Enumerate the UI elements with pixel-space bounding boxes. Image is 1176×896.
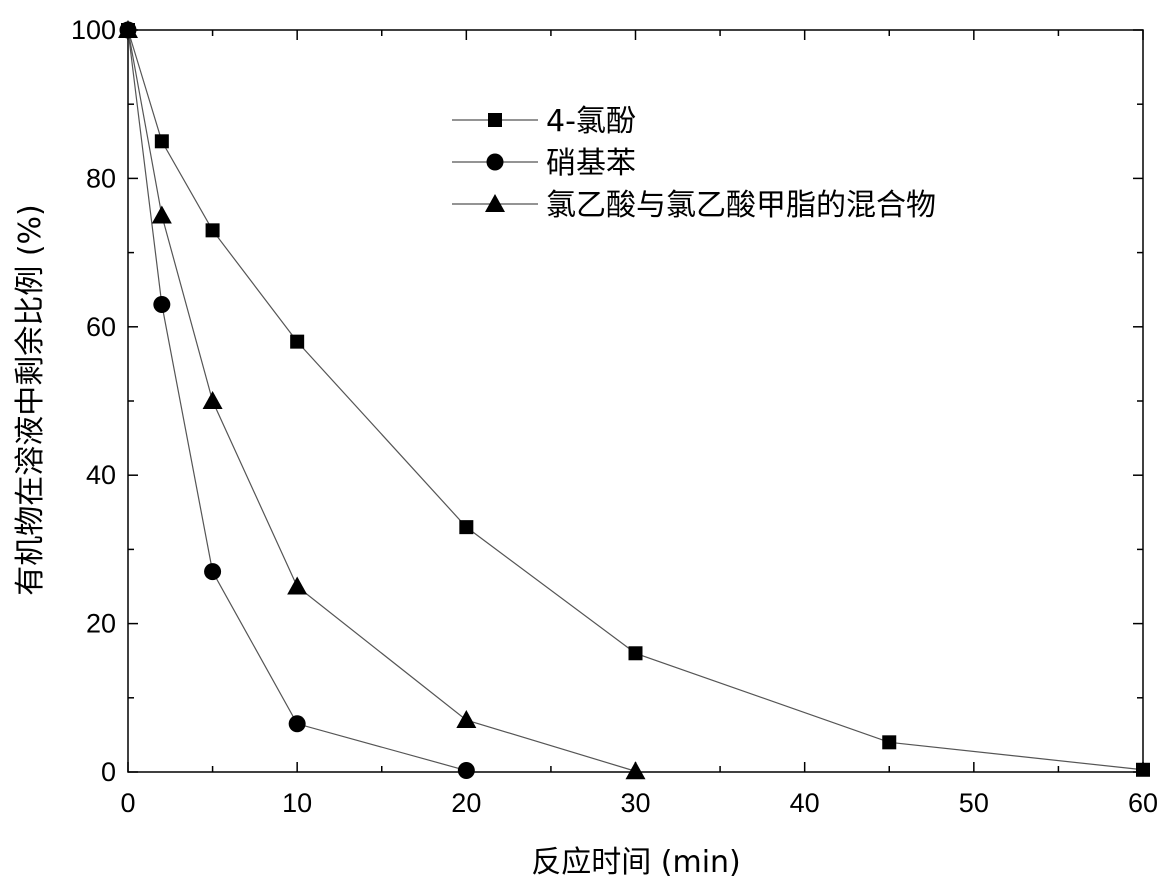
series-line-2 — [127, 29, 636, 772]
y-tick-label: 40 — [86, 460, 116, 490]
legend-label: 4-氯酚 — [546, 104, 636, 139]
data-point-triangle — [287, 576, 308, 595]
data-point-circle — [204, 563, 222, 581]
legend-label: 氯乙酸与氯乙酸甲脂的混合物 — [546, 188, 936, 223]
data-point-square — [628, 646, 643, 661]
data-point-square — [290, 334, 305, 349]
series-markers — [118, 20, 1150, 780]
legend-marker-square — [488, 113, 502, 127]
data-point-circle — [457, 762, 475, 780]
data-point-triangle — [151, 205, 172, 224]
plot-frame — [127, 29, 1144, 773]
data-point-circle — [153, 296, 171, 314]
x-tick-label: 50 — [959, 788, 989, 818]
data-point-square — [882, 735, 897, 750]
data-point-triangle — [118, 20, 138, 38]
x-axis-title: 反应时间 (min) — [531, 845, 741, 880]
x-tick-label: 60 — [1128, 788, 1158, 818]
y-tick-label: 80 — [86, 163, 116, 193]
x-tick-label: 20 — [451, 788, 481, 818]
y-axis-title: 有机物在溶液中剩余比例 (%) — [13, 204, 48, 595]
x-tick-label: 40 — [790, 788, 820, 818]
x-tick-label: 0 — [120, 788, 135, 818]
data-point-triangle — [456, 710, 477, 729]
x-tick-label: 10 — [282, 788, 312, 818]
y-tick-label: 100 — [71, 15, 116, 45]
series-line-1 — [127, 29, 467, 772]
series-line-0 — [127, 29, 1144, 771]
data-point-triangle — [202, 391, 223, 409]
axis-ticks: 0 10 20 30 40 50 60 0 20 40 60 80 100 — [71, 15, 1158, 818]
y-tick-label: 20 — [86, 609, 116, 639]
data-point-square — [1136, 762, 1150, 777]
data-point-square — [459, 520, 474, 535]
legend-marker-triangle — [485, 194, 505, 212]
data-point-circle — [288, 715, 306, 733]
y-tick-label: 0 — [101, 757, 116, 787]
legend-label: 硝基苯 — [546, 146, 636, 181]
data-point-square — [154, 134, 169, 149]
y-tick-label: 60 — [86, 312, 116, 342]
legend-marker-circle — [486, 153, 504, 171]
x-tick-label: 30 — [620, 788, 650, 818]
data-point-square — [205, 223, 220, 238]
data-point-triangle — [625, 761, 646, 780]
